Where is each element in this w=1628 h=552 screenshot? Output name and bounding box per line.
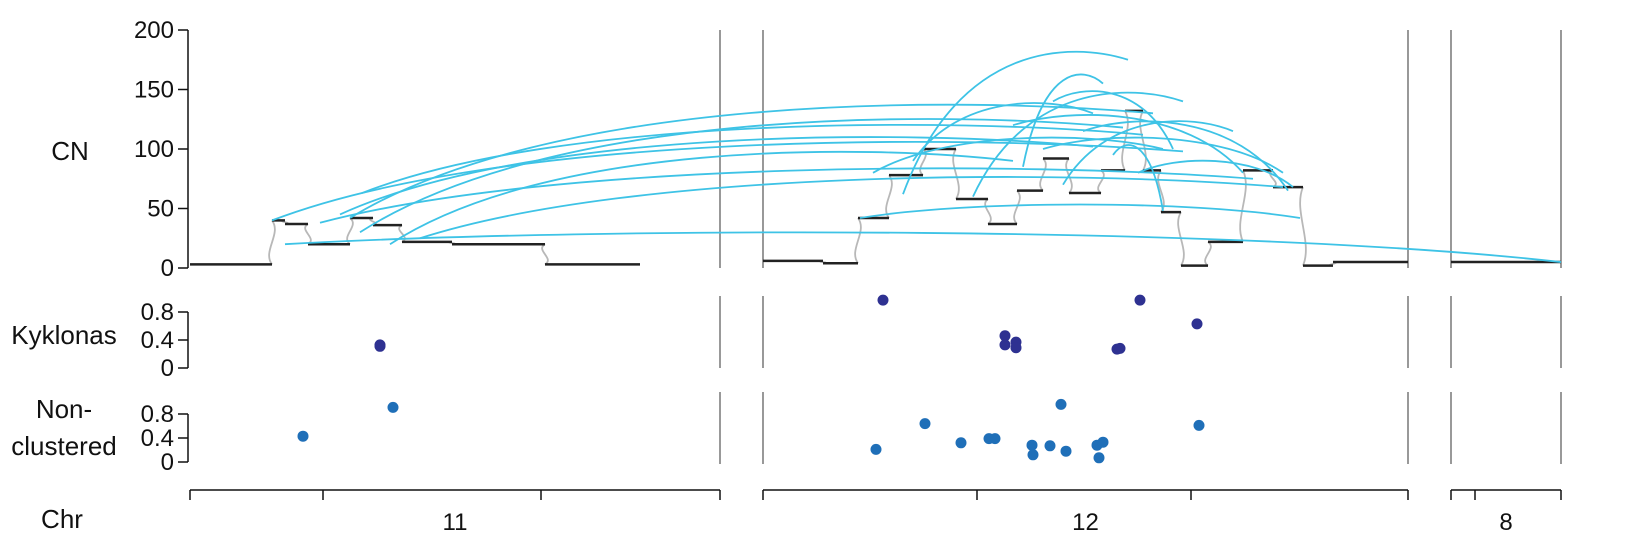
nonclustered-point: [1055, 398, 1067, 410]
panel-label-nonclustered-line2: clustered: [11, 431, 117, 461]
nonclustered-point: [919, 418, 931, 430]
nonclustered-point: [989, 433, 1001, 445]
kyklonas-point: [1134, 294, 1146, 306]
kyklonas-point: [1010, 342, 1022, 354]
y-tick-label-cn: 0: [161, 255, 174, 282]
sv-link: [902, 50, 1129, 195]
y-tick-label-kyklonas: 0.8: [141, 299, 174, 326]
nonclustered-point: [297, 430, 309, 442]
nonclustered-point: [1026, 439, 1038, 451]
sv-link: [1052, 90, 1174, 150]
y-tick-label-nonclustered: 0.8: [141, 401, 174, 428]
sv-links: [271, 50, 1562, 263]
kyklonas-point: [999, 330, 1011, 342]
sv-link: [859, 203, 1301, 219]
cn-connector: [1139, 110, 1147, 171]
nonclustered-point: [1060, 445, 1072, 457]
nonclustered-point: [1193, 419, 1205, 431]
sv-link: [1042, 136, 1284, 174]
nonclustered-point: [1044, 440, 1056, 452]
cn-connector: [1097, 169, 1105, 194]
sv-link: [361, 124, 1144, 194]
sv-link: [1022, 73, 1104, 168]
sv-link: [271, 140, 1184, 222]
y-tick-label-nonclustered: 0: [161, 449, 174, 476]
nonclustered-point: [955, 437, 967, 449]
kyklonas-point: [999, 339, 1011, 351]
sv-link: [389, 150, 1014, 245]
cn-connector: [346, 217, 354, 245]
cn-connector: [854, 217, 862, 264]
nonclustered-point: [870, 443, 882, 455]
sv-link: [359, 118, 1124, 234]
y-tick-label-nonclustered: 0.4: [141, 425, 174, 452]
cn-connector: [1013, 190, 1021, 225]
x-axis: Chr 11 12 8: [41, 489, 1562, 536]
cn-connector: [1204, 241, 1212, 267]
cn-connector: [268, 219, 276, 265]
sv-link: [1137, 159, 1294, 188]
x-axis-label: Chr: [41, 504, 83, 534]
y-tick-label-cn: 100: [134, 136, 174, 163]
cn-connector: [1039, 157, 1047, 192]
kyklonas-point: [1191, 318, 1203, 330]
panel-labels: CN Kyklonas Non-clustered: [11, 136, 117, 461]
sv-link: [972, 91, 1184, 197]
panel-label-nonclustered-line1: Non-: [36, 394, 92, 424]
y-tick-label-cn: 200: [134, 17, 174, 44]
kyklonas-point: [1114, 342, 1126, 354]
sv-link: [284, 231, 1562, 263]
cn-connector: [304, 223, 312, 245]
cn-connector: [919, 148, 927, 176]
nonclustered-point: [1093, 452, 1105, 464]
cn-connector: [1239, 170, 1247, 243]
cn-connector: [1299, 186, 1307, 266]
cn-connector: [541, 243, 549, 266]
chromosome-borders: [719, 30, 1562, 464]
kyklonas-points: [374, 294, 1203, 355]
kyklonas-point: [374, 340, 386, 352]
sv-link: [1112, 144, 1164, 212]
panel-label-kyklonas: Kyklonas: [11, 320, 117, 350]
nonclustered-point: [387, 401, 399, 413]
y-tick-label-kyklonas: 0.4: [141, 327, 174, 354]
y-tick-label-kyklonas: 0: [161, 355, 174, 382]
cn-connector: [952, 148, 960, 200]
sv-link: [339, 136, 1094, 216]
sv-link: [872, 136, 1164, 174]
cn-segments: [190, 109, 1561, 267]
sv-link: [419, 176, 1284, 240]
cn-connector: [398, 224, 406, 243]
chromosome-label-12: 12: [1072, 509, 1099, 536]
cn-connector: [885, 174, 893, 219]
kyklonas-point: [877, 294, 889, 306]
nonclustered-point: [1097, 436, 1109, 448]
nonclustered-points: [297, 398, 1205, 464]
chromosome-label-11: 11: [443, 509, 468, 536]
cn-connector: [984, 198, 992, 225]
y-tick-label-cn: 150: [134, 77, 174, 104]
sv-link: [1082, 120, 1289, 192]
chromosome-label-8: 8: [1499, 509, 1512, 536]
sv-link: [1062, 120, 1234, 186]
cn-connector: [1121, 110, 1129, 171]
sv-link: [319, 167, 1254, 224]
panel-label-cn: CN: [51, 136, 89, 166]
nonclustered-point: [1027, 449, 1039, 461]
sv-link: [912, 102, 1094, 162]
sv-link: [1012, 114, 1244, 174]
y-tick-label-cn: 50: [147, 196, 174, 223]
sv-link: [349, 103, 1154, 219]
